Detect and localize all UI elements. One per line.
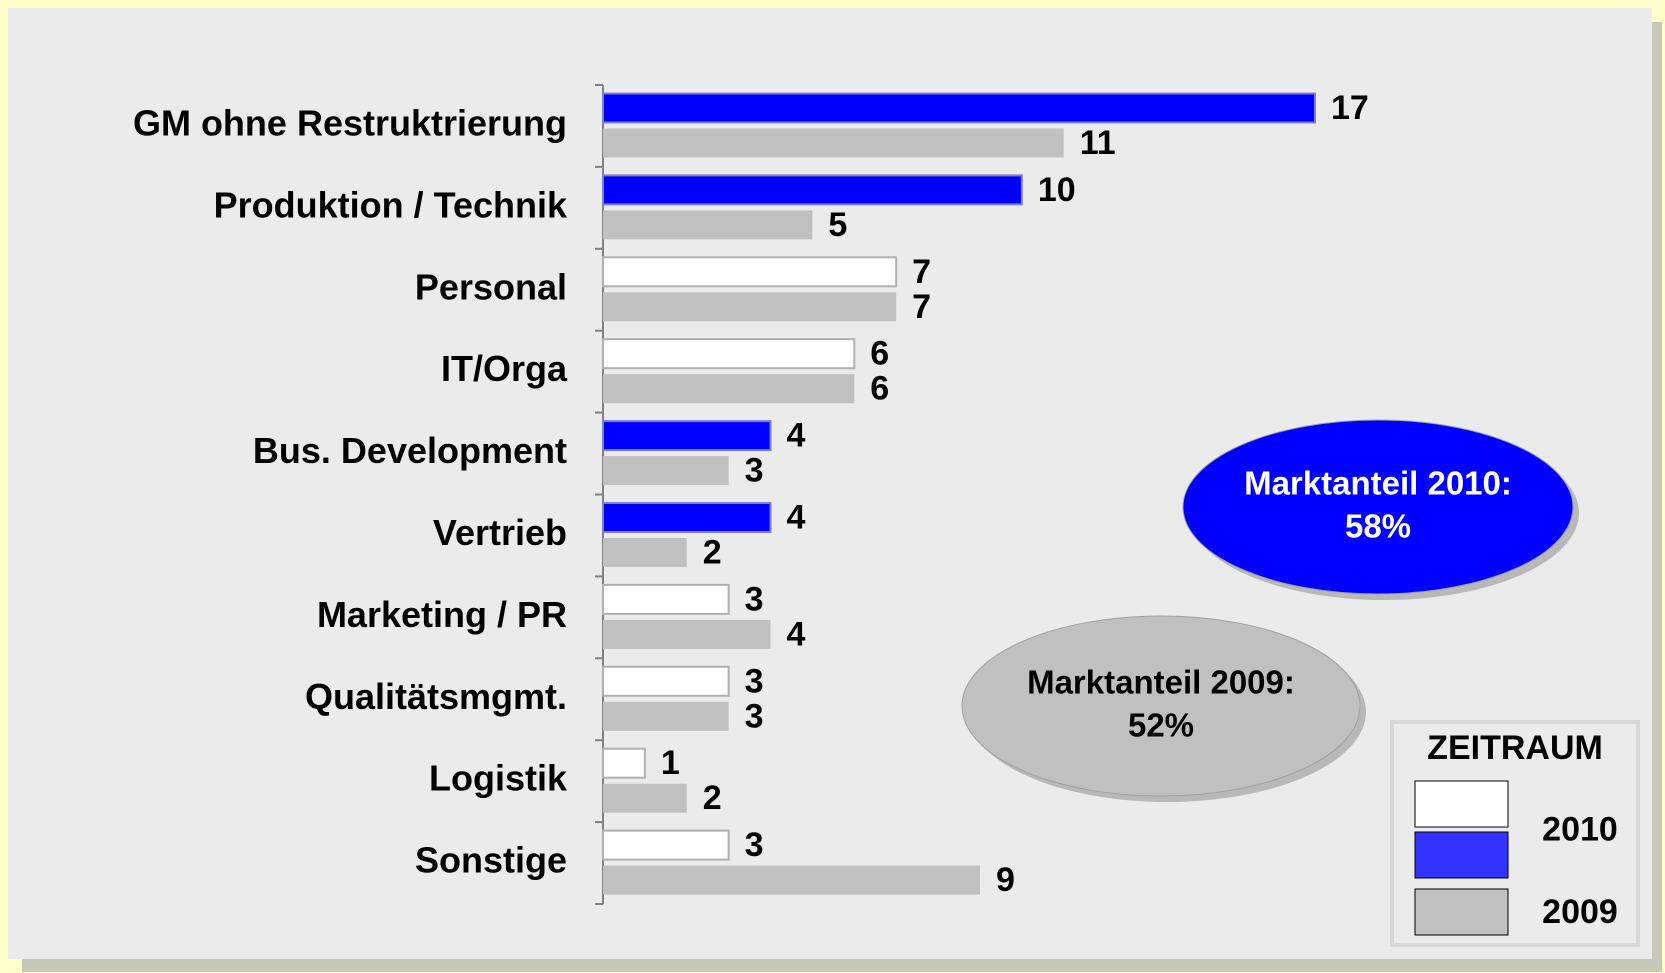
- bar: [602, 174, 1023, 206]
- category-label: Qualitätsmgmt.: [305, 676, 567, 717]
- category-label: Personal: [415, 266, 567, 307]
- annotation-label: Marktanteil 2009:: [1027, 664, 1295, 701]
- value-label: 6: [870, 335, 889, 373]
- category-label: Bus. Development: [253, 430, 567, 471]
- bar: [602, 256, 898, 288]
- value-label: 6: [870, 370, 889, 408]
- annotation-value: 58%: [1345, 508, 1411, 545]
- value-label: 7: [912, 288, 931, 326]
- annotation-ellipse: [961, 615, 1361, 797]
- value-label: 11: [1080, 124, 1116, 162]
- bar: [602, 583, 730, 615]
- legend-title: ZEITRAUM: [1427, 729, 1603, 767]
- bar: [603, 538, 687, 567]
- bar: [602, 747, 646, 779]
- value-label: 4: [787, 417, 806, 455]
- bar: [603, 619, 771, 649]
- value-label: 4: [787, 498, 806, 536]
- value-label: 1: [661, 744, 680, 782]
- category-label: Produktion / Technik: [214, 184, 568, 225]
- bar: [602, 829, 730, 861]
- value-label: 3: [745, 662, 764, 700]
- value-label: 17: [1331, 89, 1369, 127]
- bar: [602, 502, 772, 533]
- value-label: 3: [745, 826, 764, 864]
- legend-swatch: [1414, 780, 1509, 828]
- bar: [602, 420, 772, 452]
- bar: [603, 783, 687, 813]
- bar: [602, 338, 856, 370]
- legend-swatch: [1414, 888, 1509, 936]
- category-label: GM ohne Restruktrierung: [133, 102, 567, 143]
- category-label: Logistik: [429, 758, 568, 799]
- category-label: Sonstige: [415, 840, 567, 881]
- bar: [603, 292, 897, 322]
- value-label: 2: [703, 779, 722, 817]
- value-label: 5: [828, 206, 847, 244]
- annotation-value: 52%: [1128, 707, 1194, 744]
- annotation-label: Marktanteil 2010:: [1244, 465, 1512, 502]
- category-label: Marketing / PR: [317, 594, 567, 635]
- bar: [603, 210, 813, 240]
- bar: [603, 456, 729, 486]
- legend-label: 2010: [1542, 810, 1618, 848]
- legend-label: 2009: [1542, 893, 1618, 931]
- bar: [603, 374, 855, 404]
- legend-swatch: [1414, 831, 1509, 879]
- bar: [603, 701, 729, 731]
- category-label: Vertrieb: [433, 512, 567, 553]
- value-label: 10: [1038, 171, 1076, 209]
- annotation-ellipse: [1182, 419, 1574, 595]
- bar: [602, 92, 1316, 124]
- value-label: 3: [745, 452, 764, 490]
- value-label: 3: [745, 580, 764, 618]
- bar: [602, 665, 730, 697]
- bar: [603, 128, 1064, 158]
- value-label: 7: [912, 253, 931, 291]
- value-label: 4: [787, 615, 806, 653]
- value-label: 2: [703, 533, 722, 571]
- value-label: 9: [996, 861, 1015, 899]
- value-label: 3: [745, 697, 764, 735]
- bar: [603, 865, 980, 895]
- category-label: IT/Orga: [441, 348, 568, 389]
